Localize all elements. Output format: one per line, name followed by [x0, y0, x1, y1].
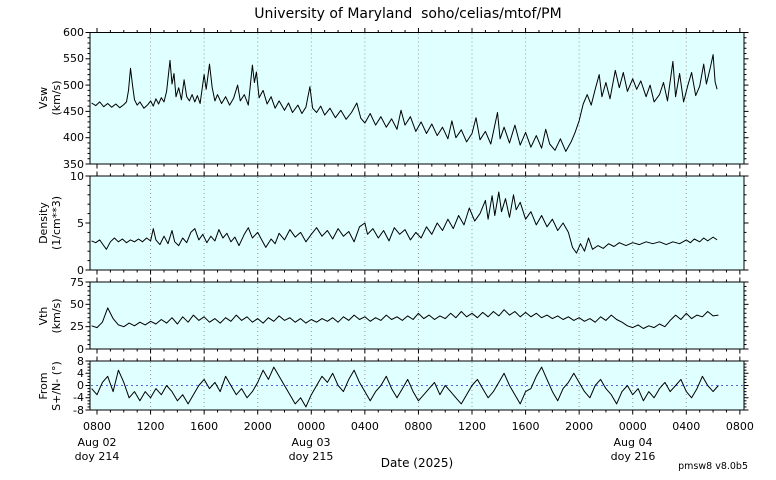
- x-tick-label: 0800: [404, 420, 433, 433]
- x-tick-label: 1600: [190, 420, 219, 433]
- y-tick-label-angle: 0: [77, 379, 84, 392]
- y-tick-label-angle: 8: [77, 354, 84, 368]
- date-label-line: Aug 02: [77, 436, 117, 449]
- y-axis-label-angle: From S+/N- (°): [37, 361, 63, 411]
- y-axis-label-line: Density: [37, 202, 50, 244]
- y-tick-label-vsw: 350: [63, 157, 84, 171]
- x-tick-label: 1200: [458, 420, 486, 433]
- y-axis-label-line: S+/N- (°): [50, 360, 63, 411]
- y-tick-label-density: 10: [70, 169, 84, 183]
- x-tick-label: 0000: [618, 420, 647, 433]
- x-tick-label: 1600: [511, 420, 540, 433]
- y-tick-label-density: 5: [77, 216, 84, 230]
- date-label-line: Aug 04: [613, 436, 653, 449]
- data-line-angle: [91, 366, 719, 408]
- date-label-aug04: Aug 04 doy 216: [588, 436, 678, 464]
- doy-label-line: doy 216: [610, 450, 656, 463]
- x-tick-label: 1200: [136, 420, 165, 433]
- panel-vsw: [89, 32, 745, 165]
- y-tick-label-vsw: 550: [63, 52, 84, 66]
- data-line-vth: [91, 307, 719, 329]
- x-axis-title: Date (2025): [380, 456, 454, 470]
- y-tick-label-vth: 75: [70, 275, 84, 289]
- x-tick-label: 2000: [243, 420, 272, 433]
- y-tick-label-vsw: 600: [63, 26, 84, 39]
- y-axis-label-line: (km/s): [50, 80, 63, 116]
- x-tick-label: 0400: [672, 420, 701, 433]
- y-axis-label-line: From: [37, 371, 50, 400]
- y-tick-label-vsw: 400: [63, 131, 84, 145]
- y-tick-label-vth: 25: [70, 320, 84, 334]
- panel-density: [89, 175, 745, 271]
- y-tick-label-angle: -8: [73, 403, 84, 417]
- y-tick-label-vth: 0: [77, 342, 84, 356]
- y-tick-label-angle: 4: [77, 366, 84, 380]
- y-axis-label-vsw: Vsw (km/s): [37, 81, 63, 116]
- data-line-vsw: [91, 54, 718, 152]
- chart-title: University of Maryland soho/celias/mtof/…: [254, 6, 562, 22]
- doy-label-line: doy 214: [74, 450, 120, 463]
- x-tick-label: 0400: [350, 420, 379, 433]
- x-tick-label: 0000: [297, 420, 326, 433]
- y-axis-label-density: Density (1/cm**3): [37, 196, 63, 250]
- y-tick-label-density: 0: [77, 263, 84, 277]
- y-tick-label-vsw: 450: [63, 104, 84, 118]
- y-tick-label-angle: -4: [73, 391, 84, 405]
- x-tick-label: 0800: [725, 420, 754, 433]
- y-axis-label-line: Vth: [37, 306, 50, 325]
- x-tick-label: 2000: [565, 420, 594, 433]
- date-label-aug03: Aug 03 doy 215: [266, 436, 356, 464]
- y-axis-label-line: (1/cm**3): [50, 195, 63, 251]
- date-label-aug02: Aug 02 doy 214: [52, 436, 142, 464]
- y-tick-label-vth: 50: [70, 297, 84, 311]
- doy-label-line: doy 215: [288, 450, 334, 463]
- y-axis-label-line: (km/s): [50, 297, 63, 334]
- version-label: pmsw8 v8.0b5: [678, 461, 748, 472]
- data-line-density: [91, 191, 718, 254]
- y-axis-label-line: Vsw: [37, 87, 50, 110]
- y-axis-label-vth: Vth (km/s): [37, 298, 63, 333]
- y-tick-label-vsw: 500: [63, 78, 84, 92]
- x-tick-label: 0800: [83, 420, 111, 433]
- date-label-line: Aug 03: [291, 436, 331, 449]
